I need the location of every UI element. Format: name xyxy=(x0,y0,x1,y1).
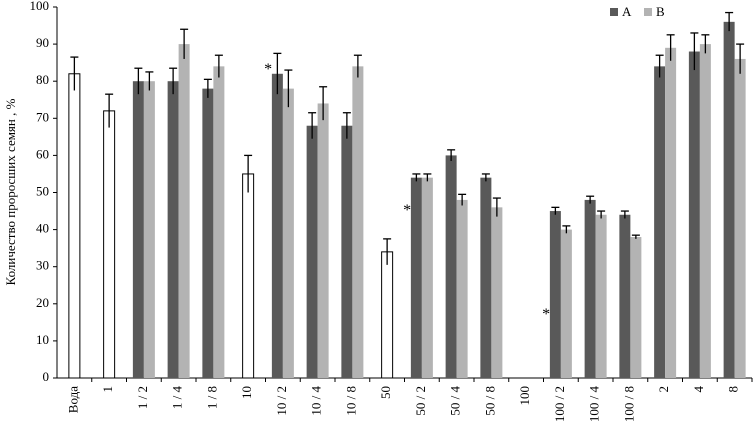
annotation: * xyxy=(264,61,272,78)
bar xyxy=(491,207,503,378)
bar xyxy=(456,199,468,378)
x-tick-label: 1 / 2 xyxy=(135,386,150,409)
x-tick-label: 1 / 4 xyxy=(170,386,185,410)
annotation: * xyxy=(403,202,411,219)
x-tick-label: 50 xyxy=(378,386,393,399)
x-tick-label: 8 xyxy=(726,386,741,393)
bar xyxy=(584,199,596,378)
y-tick-label: 30 xyxy=(36,258,49,273)
bar xyxy=(630,237,642,378)
bar xyxy=(595,214,607,378)
bar xyxy=(143,81,155,378)
x-tick-label: 100 xyxy=(517,386,532,406)
y-tick-label: 20 xyxy=(36,295,49,310)
bar xyxy=(68,73,81,379)
x-tick-label: 10 / 2 xyxy=(274,386,289,416)
bar xyxy=(103,110,116,379)
bar xyxy=(410,177,422,378)
bar xyxy=(341,125,353,378)
bar xyxy=(132,81,144,378)
legend-swatch xyxy=(644,8,652,16)
legend-swatch xyxy=(610,8,618,16)
x-tick-label: 1 xyxy=(100,386,115,393)
x-tick-label: 10 xyxy=(239,386,254,399)
bar xyxy=(271,73,283,378)
y-tick-label: 80 xyxy=(36,72,49,87)
bar xyxy=(445,155,457,378)
x-tick-label: 1 / 8 xyxy=(204,386,219,409)
x-tick-label: 2 xyxy=(656,386,671,393)
y-tick-label: 40 xyxy=(36,221,49,236)
bar xyxy=(213,66,225,379)
bar xyxy=(178,44,190,378)
y-tick-label: 60 xyxy=(36,146,49,161)
bar xyxy=(282,88,294,379)
x-tick-label: 100 / 2 xyxy=(552,386,567,422)
bar xyxy=(654,66,666,379)
y-tick-label: 0 xyxy=(43,369,50,384)
bar xyxy=(202,88,214,379)
x-tick-label: 50 / 4 xyxy=(448,386,463,416)
y-tick-label: 100 xyxy=(30,0,50,13)
bar xyxy=(421,177,433,378)
bar xyxy=(167,81,179,378)
bar xyxy=(665,47,677,379)
bar xyxy=(317,103,329,379)
x-tick-label: 50 / 8 xyxy=(482,386,497,416)
bar xyxy=(723,21,735,379)
y-tick-label: 50 xyxy=(36,183,49,198)
bar xyxy=(381,251,394,379)
bar xyxy=(242,173,255,379)
x-tick-label: Вода xyxy=(65,386,80,413)
x-tick-label: 10 / 8 xyxy=(343,386,358,416)
x-tick-label: 50 / 2 xyxy=(413,386,428,416)
bar xyxy=(734,58,746,378)
y-tick-label: 70 xyxy=(36,109,49,124)
x-tick-label: 100 / 4 xyxy=(587,386,602,423)
bar xyxy=(352,66,364,379)
y-axis-label: Количество проросших семян , % xyxy=(3,98,18,285)
x-tick-label: 100 / 8 xyxy=(621,386,636,422)
legend-label: B xyxy=(656,4,665,19)
y-tick-label: 90 xyxy=(36,35,49,50)
bar xyxy=(688,51,700,379)
bar xyxy=(560,229,572,378)
x-tick-label: 4 xyxy=(691,386,706,393)
x-tick-label: 10 / 4 xyxy=(309,386,324,416)
bar xyxy=(480,177,492,378)
legend-label: A xyxy=(622,4,632,19)
bar xyxy=(306,125,318,378)
bar xyxy=(549,211,561,378)
bar xyxy=(699,44,711,378)
y-tick-label: 10 xyxy=(36,332,49,347)
bar xyxy=(619,214,631,378)
annotation: * xyxy=(542,306,550,323)
